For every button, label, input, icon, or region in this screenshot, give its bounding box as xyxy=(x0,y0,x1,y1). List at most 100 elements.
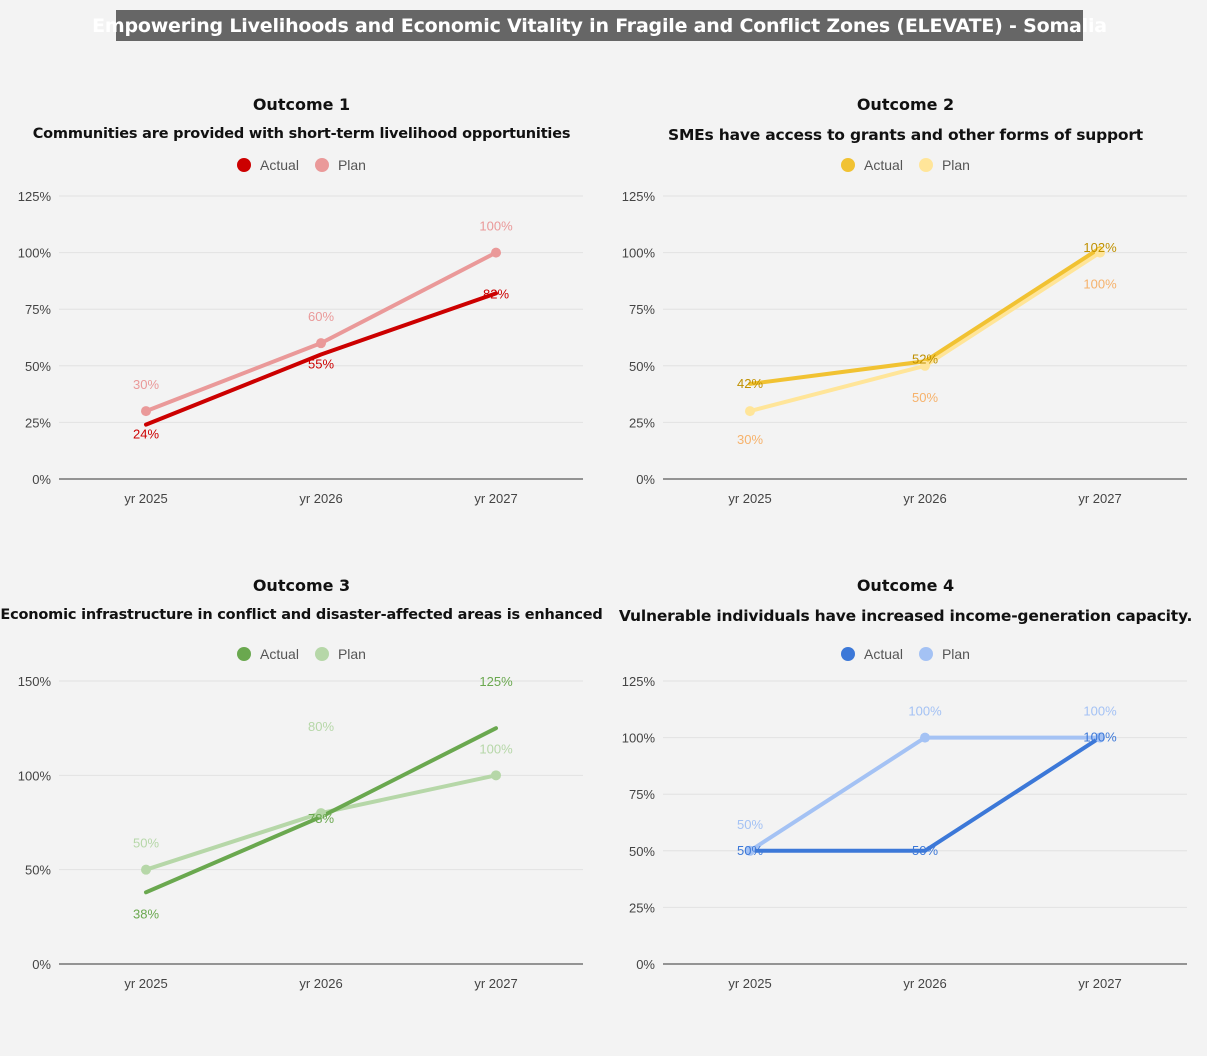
y-tick-label: 25% xyxy=(629,415,655,430)
chart-legend[interactable]: Actual Plan xyxy=(604,646,1207,662)
y-tick-label: 50% xyxy=(629,844,655,859)
chart-title: Communities are provided with short-term… xyxy=(32,126,571,142)
y-tick-label: 50% xyxy=(25,863,51,878)
dashboard-title: Empowering Livelihoods and Economic Vita… xyxy=(92,10,1107,41)
x-tick-label: yr 2025 xyxy=(728,491,771,506)
data-label-actual: 24% xyxy=(133,427,159,442)
y-tick-label: 25% xyxy=(25,415,51,430)
legend-swatch-actual xyxy=(841,647,856,661)
x-tick-label: yr 2025 xyxy=(124,976,167,991)
x-tick-label: yr 2025 xyxy=(728,976,771,991)
y-tick-label: 125% xyxy=(18,189,52,204)
x-tick-label: yr 2027 xyxy=(474,491,517,506)
data-point-plan xyxy=(1095,732,1105,743)
y-tick-label: 100% xyxy=(18,246,52,261)
y-tick-label: 75% xyxy=(629,787,655,802)
y-tick-label: 0% xyxy=(636,957,655,972)
legend-swatch-plan xyxy=(314,647,329,661)
legend-swatch-plan xyxy=(918,647,933,661)
data-label-actual: 82% xyxy=(483,286,509,301)
legend-label-plan: Plan xyxy=(941,646,970,662)
line-chart-outcome-2: 0% 25% 50% 75% 100% 125% yr 2025 yr 2026 yr 2027… xyxy=(622,189,1187,506)
legend-item-actual[interactable]: Actual xyxy=(237,157,299,173)
y-tick-label: 125% xyxy=(622,674,656,689)
x-tick-label: yr 2026 xyxy=(903,976,946,991)
chart-panel-outcome-1: Outcome 1 Communities are provided with … xyxy=(0,95,603,575)
y-tick-label: 0% xyxy=(32,472,51,487)
data-label-actual: 100% xyxy=(1083,730,1117,745)
data-point-plan xyxy=(745,845,755,856)
legend-label-actual: Actual xyxy=(864,157,903,173)
data-label-plan: 50% xyxy=(737,817,763,832)
data-label-plan: 30% xyxy=(133,377,159,392)
chart-legend[interactable]: Actual Plan xyxy=(0,646,603,662)
legend-item-plan[interactable]: Plan xyxy=(918,157,970,173)
data-label-actual: 52% xyxy=(912,351,938,366)
chart-title: SMEs have access to grants and other for… xyxy=(667,126,1143,144)
chart-title: Economic infrastructure in conflict and … xyxy=(0,607,603,623)
data-label-actual: 50% xyxy=(912,843,938,858)
data-label-plan: 50% xyxy=(133,836,159,851)
x-tick-label: yr 2026 xyxy=(299,491,342,506)
series-line-actual xyxy=(748,735,1102,853)
legend-item-actual[interactable]: Actual xyxy=(841,646,903,662)
series-line-actual xyxy=(144,291,498,427)
data-label-actual: 42% xyxy=(737,376,763,391)
chart-outcome-heading: Outcome 1 xyxy=(252,95,351,114)
data-label-plan: 100% xyxy=(479,741,513,756)
chart-panel-outcome-3: Outcome 3 Economic infrastructure in con… xyxy=(0,576,603,1056)
data-point-plan xyxy=(491,247,501,258)
data-point-plan xyxy=(1095,247,1105,258)
data-label-plan: 50% xyxy=(912,390,938,405)
legend-item-actual[interactable]: Actual xyxy=(237,646,299,662)
legend-item-actual[interactable]: Actual xyxy=(841,157,903,173)
chart-outcome-heading: Outcome 3 xyxy=(252,576,351,595)
legend-item-plan[interactable]: Plan xyxy=(918,646,970,662)
x-tick-label: yr 2025 xyxy=(124,491,167,506)
legend-item-plan[interactable]: Plan xyxy=(314,646,366,662)
y-tick-label: 100% xyxy=(622,246,656,261)
chart-legend[interactable]: Actual Plan xyxy=(0,157,603,173)
data-label-plan: 100% xyxy=(1083,277,1117,292)
data-point-plan xyxy=(316,808,326,819)
chart-title: Vulnerable individuals have increased in… xyxy=(618,607,1193,625)
legend-swatch-plan xyxy=(918,158,933,172)
legend-label-actual: Actual xyxy=(260,157,299,173)
y-tick-label: 50% xyxy=(629,359,655,374)
y-tick-label: 100% xyxy=(622,731,656,746)
y-tick-label: 100% xyxy=(18,768,52,783)
legend-label-plan: Plan xyxy=(941,157,970,173)
data-point-plan xyxy=(316,338,326,349)
data-label-plan: 100% xyxy=(479,219,513,234)
legend-item-plan[interactable]: Plan xyxy=(314,157,366,173)
chart-outcome-heading: Outcome 2 xyxy=(856,95,955,114)
chart-outcome-heading: Outcome 4 xyxy=(856,576,955,595)
legend-swatch-actual xyxy=(841,158,856,172)
legend-label-plan: Plan xyxy=(337,646,366,662)
data-label-plan: 30% xyxy=(737,432,763,447)
chart-panel-outcome-4: Outcome 4 Vulnerable individuals have in… xyxy=(604,576,1207,1056)
data-label-plan: 80% xyxy=(308,719,334,734)
data-label-actual: 50% xyxy=(737,843,763,858)
y-tick-label: 50% xyxy=(25,359,51,374)
data-point-plan xyxy=(745,406,755,417)
data-label-plan: 100% xyxy=(1083,704,1117,719)
data-point-plan xyxy=(920,732,930,743)
chart-legend[interactable]: Actual Plan xyxy=(604,157,1207,173)
data-label-plan: 100% xyxy=(908,704,942,719)
legend-swatch-plan xyxy=(314,158,329,172)
line-chart-outcome-3: 0% 50% 100% 150% yr 2025 yr 2026 yr 2027 50% 80%… xyxy=(18,674,583,991)
data-label-actual: 78% xyxy=(308,811,334,826)
data-label-actual: 125% xyxy=(479,674,513,689)
line-chart-outcome-4: 0% 25% 50% 75% 100% 125% yr 2025 yr 2026 yr 2027… xyxy=(622,674,1187,991)
y-tick-label: 150% xyxy=(18,674,52,689)
y-tick-label: 75% xyxy=(629,302,655,317)
data-label-plan: 60% xyxy=(308,309,334,324)
x-tick-label: yr 2026 xyxy=(299,976,342,991)
x-tick-label: yr 2027 xyxy=(1078,491,1121,506)
legend-swatch-actual xyxy=(237,158,252,172)
legend-label-actual: Actual xyxy=(864,646,903,662)
chart-panel-outcome-2: Outcome 2 SMEs have access to grants and… xyxy=(604,95,1207,575)
data-label-actual: 55% xyxy=(308,356,334,371)
x-tick-label: yr 2027 xyxy=(474,976,517,991)
